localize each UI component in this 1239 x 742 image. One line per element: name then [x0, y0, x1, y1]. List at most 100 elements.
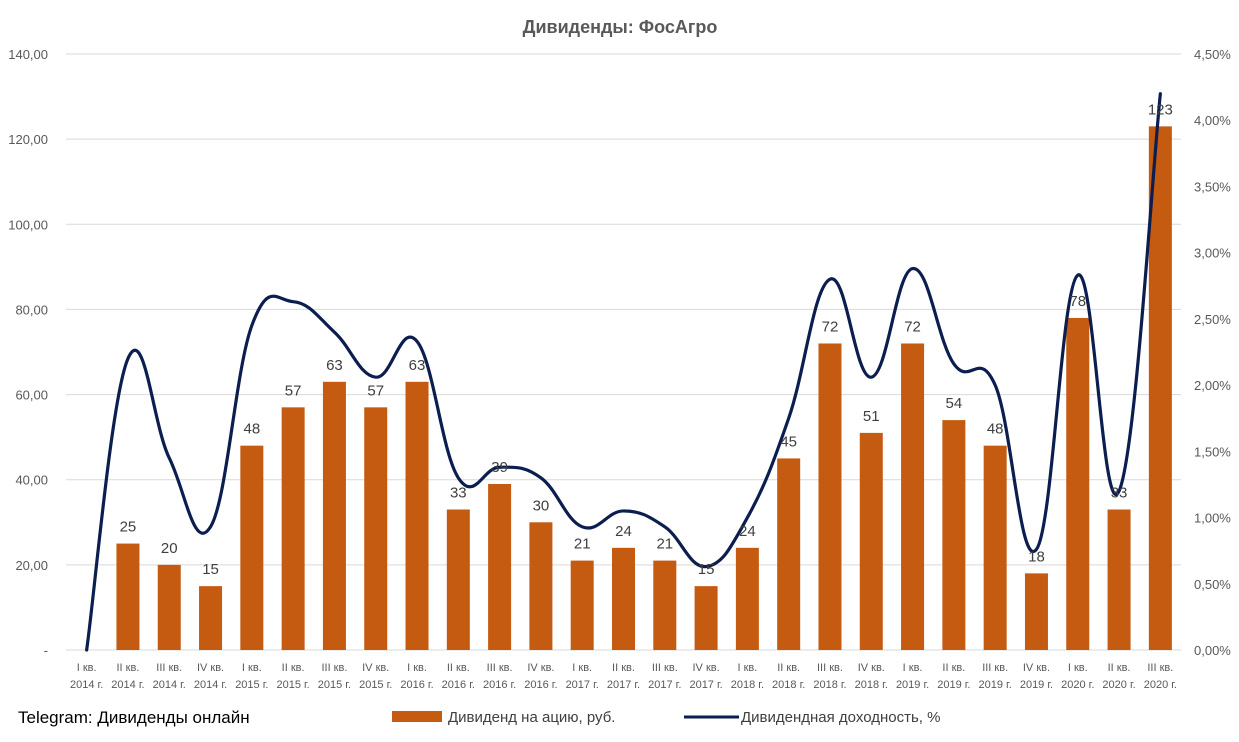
x-category-year: 2017 г.	[648, 679, 681, 691]
bar-value-label: 15	[698, 561, 715, 578]
right-tick-label: 2,50%	[1194, 312, 1231, 327]
bar-value-label: 63	[326, 357, 343, 374]
x-category-quarter: IV кв.	[197, 662, 224, 674]
left-axis: - 20,00 40,00 60,00 80,00 100,00 120,00 140,00	[8, 47, 48, 658]
line-series	[85, 92, 1162, 652]
bar	[735, 547, 759, 650]
legend: Дивиденд на ацию, руб. Дивидендная доход…	[392, 709, 940, 726]
x-category-quarter: IV кв.	[693, 662, 720, 674]
x-category-quarter: I кв.	[1068, 662, 1088, 674]
bar	[901, 343, 925, 650]
bar-value-label: 21	[574, 536, 591, 553]
bar	[983, 445, 1007, 650]
x-category-quarter: I кв.	[737, 662, 757, 674]
x-category-year: 2014 г.	[111, 679, 144, 691]
x-category-quarter: II кв.	[777, 662, 800, 674]
x-category-year: 2020 г.	[1144, 679, 1177, 691]
bar-value-label: 48	[243, 421, 260, 438]
x-category-year: 2018 г.	[813, 679, 846, 691]
x-category-quarter: III кв.	[156, 662, 182, 674]
bar	[405, 381, 429, 650]
bar-value-label: 21	[656, 536, 673, 553]
bar	[1148, 126, 1172, 650]
x-category-quarter: III кв.	[487, 662, 513, 674]
left-tick-label: 100,00	[8, 217, 48, 232]
right-tick-label: 4,50%	[1194, 47, 1231, 62]
bar	[1066, 317, 1090, 650]
right-tick-label: 1,50%	[1194, 444, 1231, 459]
bar-value-label: 20	[161, 540, 178, 557]
bar-value-label: 18	[1028, 548, 1045, 565]
right-tick-label: 0,50%	[1194, 577, 1231, 592]
bar-value-label: 123	[1148, 101, 1173, 118]
x-category-year: 2017 г.	[689, 679, 722, 691]
bar-value-label: 33	[1111, 485, 1128, 502]
x-category-quarter: I кв.	[572, 662, 592, 674]
x-category-year: 2018 г.	[731, 679, 764, 691]
legend-bar-swatch	[392, 711, 442, 722]
bar	[777, 458, 801, 650]
bar-value-label: 39	[491, 459, 508, 476]
x-category-quarter: II кв.	[116, 662, 139, 674]
bar-value-label: 15	[202, 561, 219, 578]
right-tick-label: 3,50%	[1194, 179, 1231, 194]
bar-value-label: 30	[533, 497, 550, 514]
left-tick-label: 120,00	[8, 132, 48, 147]
x-axis: I кв. 2014 г. II кв. 2014 г. III кв. 2014 г. I…	[70, 662, 1177, 691]
bar	[818, 343, 842, 650]
left-tick-label: 60,00	[15, 388, 48, 403]
bar-value-label: 72	[822, 318, 839, 335]
bar-value-label: 57	[285, 382, 302, 399]
bar	[446, 509, 470, 650]
yield-line	[85, 92, 1162, 652]
right-tick-label: 3,00%	[1194, 246, 1231, 261]
bar	[653, 560, 677, 650]
bar-value-label: 33	[450, 485, 467, 502]
x-category-quarter: I кв.	[77, 662, 97, 674]
x-category-year: 2016 г.	[400, 679, 433, 691]
x-category-year: 2016 г.	[442, 679, 475, 691]
right-tick-label: 2,00%	[1194, 378, 1231, 393]
bar-value-label: 54	[946, 395, 963, 412]
bar	[529, 522, 553, 650]
x-category-quarter: III кв.	[321, 662, 347, 674]
x-category-year: 2015 г.	[359, 679, 392, 691]
bar	[694, 586, 718, 650]
legend-line-label: Дивидендная доходность, %	[741, 709, 940, 726]
bar	[1024, 573, 1048, 650]
bar	[1107, 509, 1131, 650]
x-category-quarter: III кв.	[1147, 662, 1173, 674]
x-category-quarter: II кв.	[612, 662, 635, 674]
left-tick-label: 40,00	[15, 473, 48, 488]
bar	[859, 432, 883, 650]
x-category-quarter: III кв.	[982, 662, 1008, 674]
bar-value-label: 51	[863, 408, 880, 425]
left-tick-label: 140,00	[8, 47, 48, 62]
bar-value-label: 63	[409, 357, 426, 374]
x-category-year: 2020 г.	[1061, 679, 1094, 691]
right-tick-label: 4,00%	[1194, 113, 1231, 128]
bar	[942, 420, 966, 650]
x-category-year: 2019 г.	[937, 679, 970, 691]
bar-value-label: 45	[780, 433, 797, 450]
x-category-year: 2019 г.	[1020, 679, 1053, 691]
x-category-year: 2017 г.	[607, 679, 640, 691]
x-category-year: 2018 г.	[772, 679, 805, 691]
right-tick-label: 1,00%	[1194, 511, 1231, 526]
x-category-year: 2015 г.	[318, 679, 351, 691]
x-category-quarter: IV кв.	[858, 662, 885, 674]
x-category-quarter: IV кв.	[362, 662, 389, 674]
right-tick-label: 0,00%	[1194, 643, 1231, 658]
x-category-quarter: IV кв.	[1023, 662, 1050, 674]
x-category-quarter: I кв.	[903, 662, 923, 674]
bar-value-label: 57	[367, 382, 384, 399]
bar-value-label: 48	[987, 421, 1004, 438]
x-category-year: 2017 г.	[566, 679, 599, 691]
bar-value-label: 72	[904, 318, 921, 335]
x-category-year: 2016 г.	[483, 679, 516, 691]
x-category-year: 2018 г.	[855, 679, 888, 691]
bar	[570, 560, 594, 650]
x-category-year: 2015 г.	[235, 679, 268, 691]
bar-series	[116, 126, 1172, 650]
